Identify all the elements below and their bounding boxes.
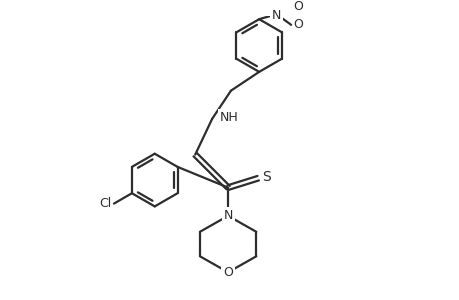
Text: O: O bbox=[292, 18, 302, 31]
Text: S: S bbox=[262, 170, 270, 184]
Text: O: O bbox=[223, 266, 233, 279]
Text: Cl: Cl bbox=[99, 197, 111, 210]
Text: N: N bbox=[271, 9, 280, 22]
Text: O: O bbox=[292, 0, 302, 13]
Text: N: N bbox=[223, 209, 232, 222]
Text: NH: NH bbox=[219, 110, 238, 124]
